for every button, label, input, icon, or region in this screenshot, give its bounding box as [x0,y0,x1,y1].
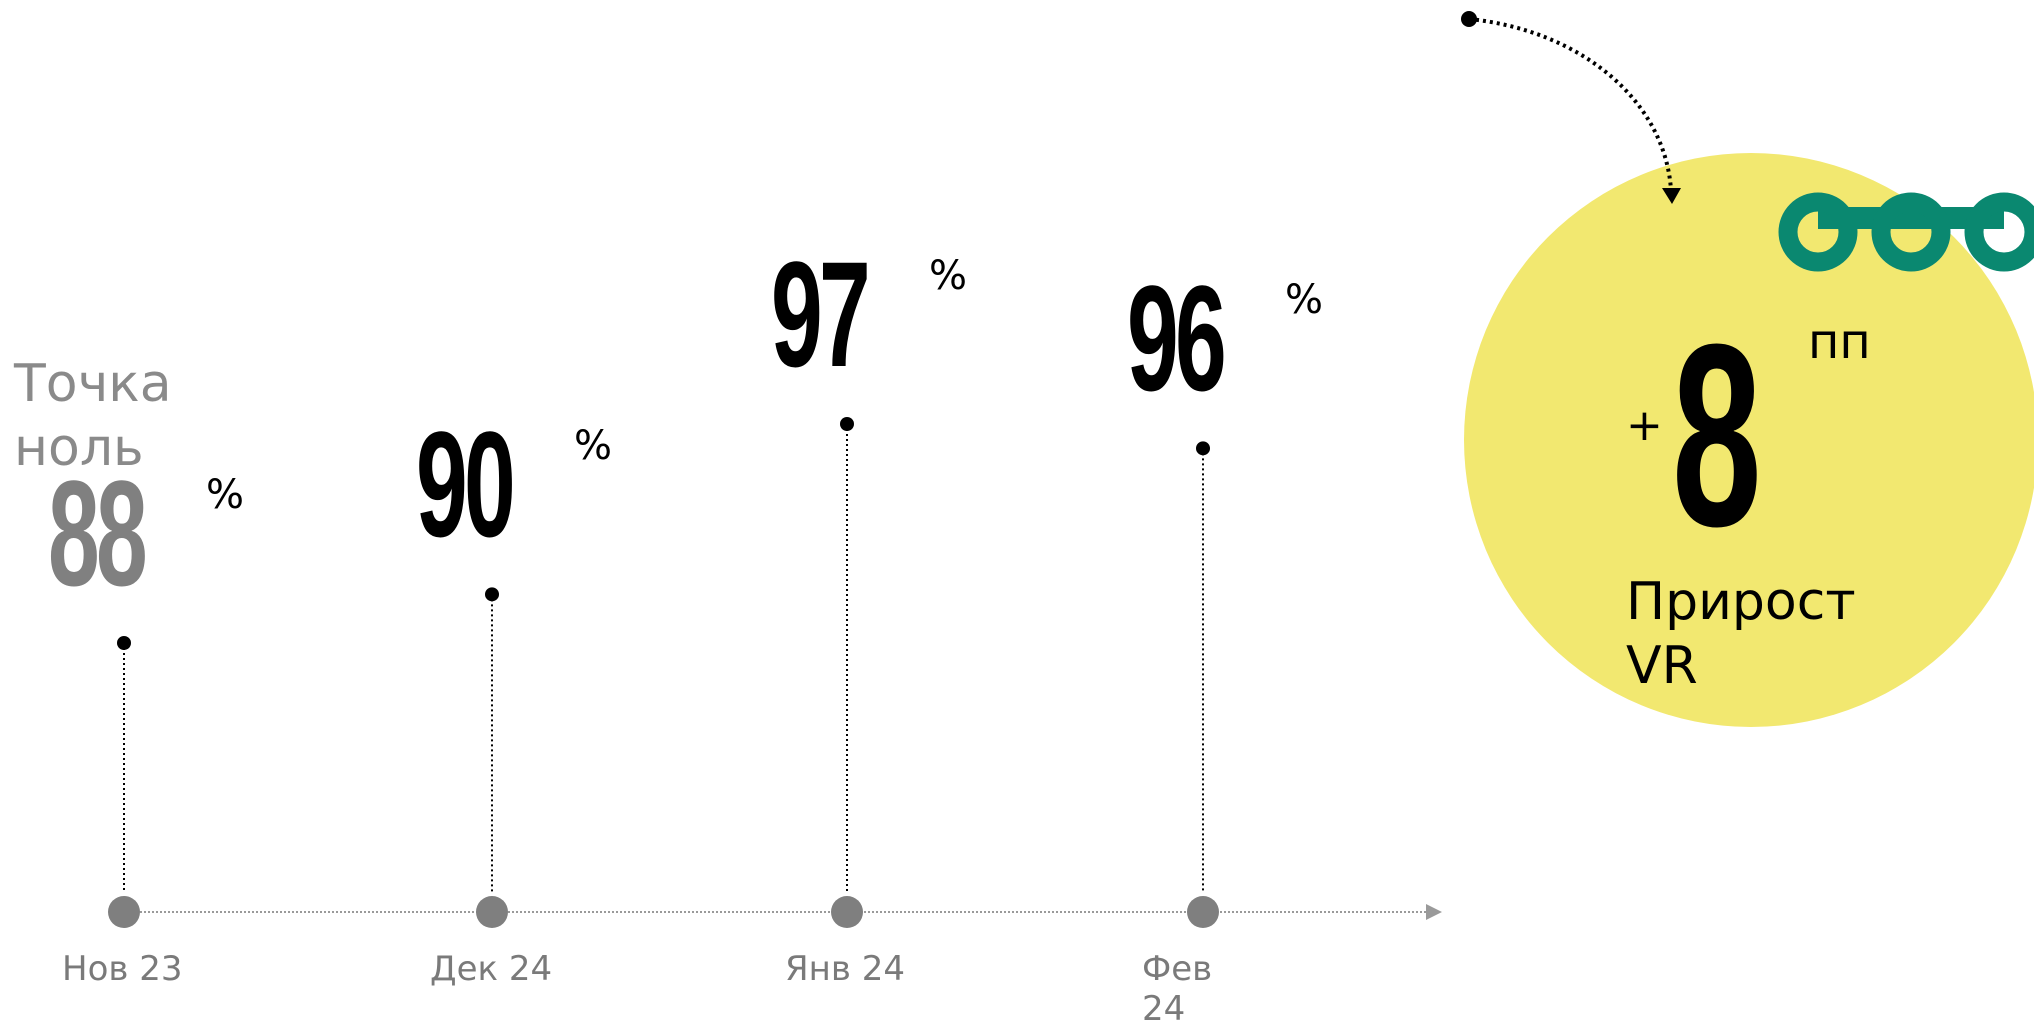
x-tick-label: Дек 24 [430,949,553,989]
growth-value: 8 [1672,291,1762,581]
value-label: 88 [48,449,148,617]
axis-point [831,896,863,928]
axis-point [108,896,140,928]
logo-ring-2 [1871,192,1951,272]
arrow-head [1662,188,1681,204]
x-axis-arrowhead [1426,904,1442,920]
axis-point [476,896,508,928]
dotted-curved-arrow-icon [1468,17,1673,191]
value-unit: % [206,472,245,518]
value-unit: % [929,253,968,299]
baseline-label-line-2: ноль [14,418,144,478]
value-unit: % [574,423,613,470]
logo-ring-1 [1778,192,1858,272]
x-tick-label: Нов 23 [62,949,183,989]
value-point [1196,441,1210,456]
growth-label-line-2: VR [1626,636,1698,696]
value-point [485,587,499,602]
chain-rings-logo-icon [1778,192,2034,272]
value-label: 96 [1127,254,1227,423]
value-point [117,636,131,650]
x-tick-label: Фев [1142,949,1213,989]
value-label: 90 [416,400,516,569]
growth-plus-sign: + [1626,400,1663,451]
x-tick-label: 24 [1142,989,1186,1029]
growth-unit: пп [1808,314,1871,370]
x-tick-label: Янв 24 [785,949,905,989]
value-unit: % [1285,277,1324,324]
highlight-circle [1464,153,2034,727]
growth-label-line-1: Прирост [1626,572,1856,632]
value-label: 97 [771,230,871,398]
axis-point [1187,896,1219,928]
baseline-label-line-1: Точка [14,354,172,414]
value-point [840,417,854,431]
logo-ring-3 [1964,192,2034,272]
